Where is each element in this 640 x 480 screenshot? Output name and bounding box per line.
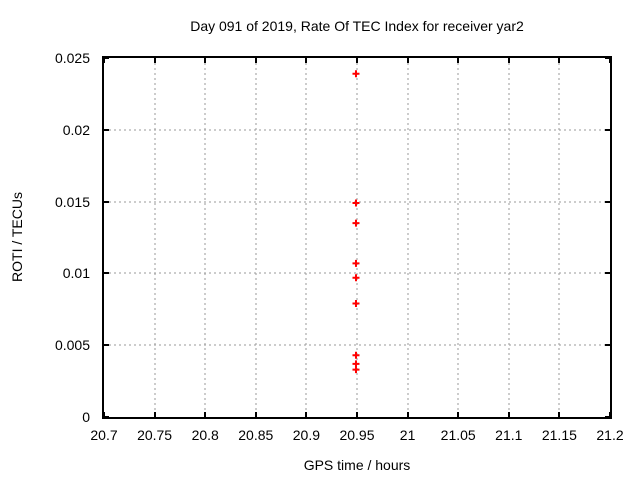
y-tick-label: 0.01	[62, 265, 90, 282]
data-point-marker	[352, 300, 360, 308]
x-tick-label: 20.8	[191, 427, 219, 443]
data-point-marker	[352, 219, 360, 227]
x-tick-label: 21.15	[541, 427, 577, 443]
y-tick-label: 0.025	[54, 50, 90, 66]
data-point-marker	[352, 366, 360, 374]
data-point-marker	[352, 274, 360, 282]
x-tick-label: 20.85	[238, 427, 274, 443]
chart-title: Day 091 of 2019, Rate Of TEC Index for r…	[190, 18, 524, 34]
y-tick-label: 0	[82, 409, 90, 425]
x-tick-label: 21	[399, 427, 416, 443]
data-point-marker	[352, 199, 360, 207]
data-point-marker	[352, 351, 360, 359]
x-tick-label: 20.95	[339, 427, 375, 443]
plot-svg	[104, 58, 610, 417]
x-tick-label: 21.05	[440, 427, 476, 443]
y-tick-label: 0.015	[54, 193, 90, 210]
y-tick-label: 0.02	[62, 121, 90, 138]
x-tick-label: 21.2	[596, 427, 624, 443]
data-point-marker	[352, 70, 360, 78]
x-tick-label: 20.9	[292, 427, 321, 443]
x-tick-label: 21.1	[495, 427, 523, 443]
y-tick-label: 0.005	[54, 337, 90, 354]
plot-area	[102, 56, 612, 419]
data-point-marker	[352, 259, 360, 267]
x-axis-label: GPS time / hours	[303, 457, 411, 473]
x-tick-label: 20.7	[90, 427, 118, 443]
x-tick-label: 20.75	[137, 427, 173, 443]
